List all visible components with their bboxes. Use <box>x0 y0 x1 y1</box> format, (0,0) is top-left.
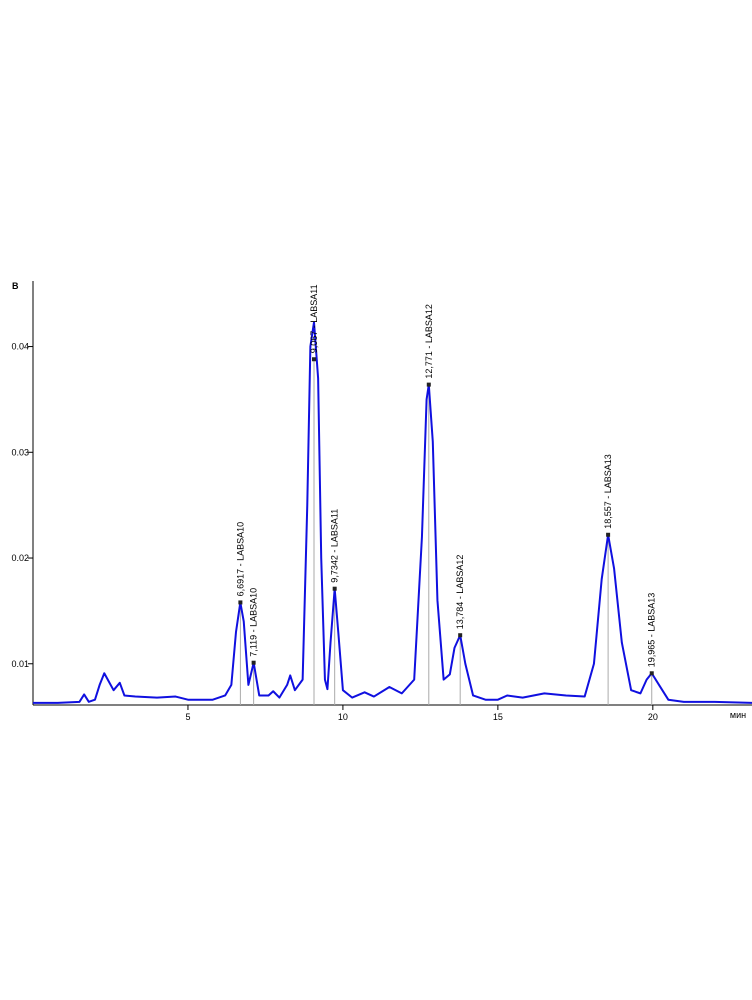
peak-marker <box>649 671 654 676</box>
peak-marker <box>251 660 256 665</box>
peak-marker <box>311 357 316 362</box>
y-axis-label: В <box>12 281 19 291</box>
peak-label: 18,557 - LABSA13 <box>603 454 613 529</box>
peak-marker <box>458 633 463 638</box>
peak-marker <box>332 586 337 591</box>
peak-label: 9,7342 - LABSA11 <box>330 509 340 583</box>
peak-label: 19,965 - LABSA13 <box>647 593 657 668</box>
peak-label: 7,119 - LABSA10 <box>249 588 259 657</box>
peak-marker <box>426 382 431 387</box>
x-tick-label: 15 <box>493 712 503 722</box>
y-tick-label: 0.02 <box>11 553 29 563</box>
x-tick-label: 10 <box>338 712 348 722</box>
y-tick-label: 0.01 <box>11 659 29 669</box>
peak-marker <box>606 532 611 537</box>
y-tick-label: 0.04 <box>11 342 29 352</box>
peak-label: 9,067 - LABSA11 <box>309 284 319 353</box>
peak-label: 6,6917 - LABSA10 <box>235 522 245 597</box>
x-axis-label: мин <box>730 710 746 720</box>
peak-marker <box>238 600 243 605</box>
y-tick-label: 0.03 <box>11 447 29 457</box>
x-tick-label: 5 <box>185 712 190 722</box>
peak-label: 12,771 - LABSA12 <box>424 304 434 379</box>
peak-label: 13,784 - LABSA12 <box>455 555 465 630</box>
x-tick-label: 20 <box>648 712 658 722</box>
